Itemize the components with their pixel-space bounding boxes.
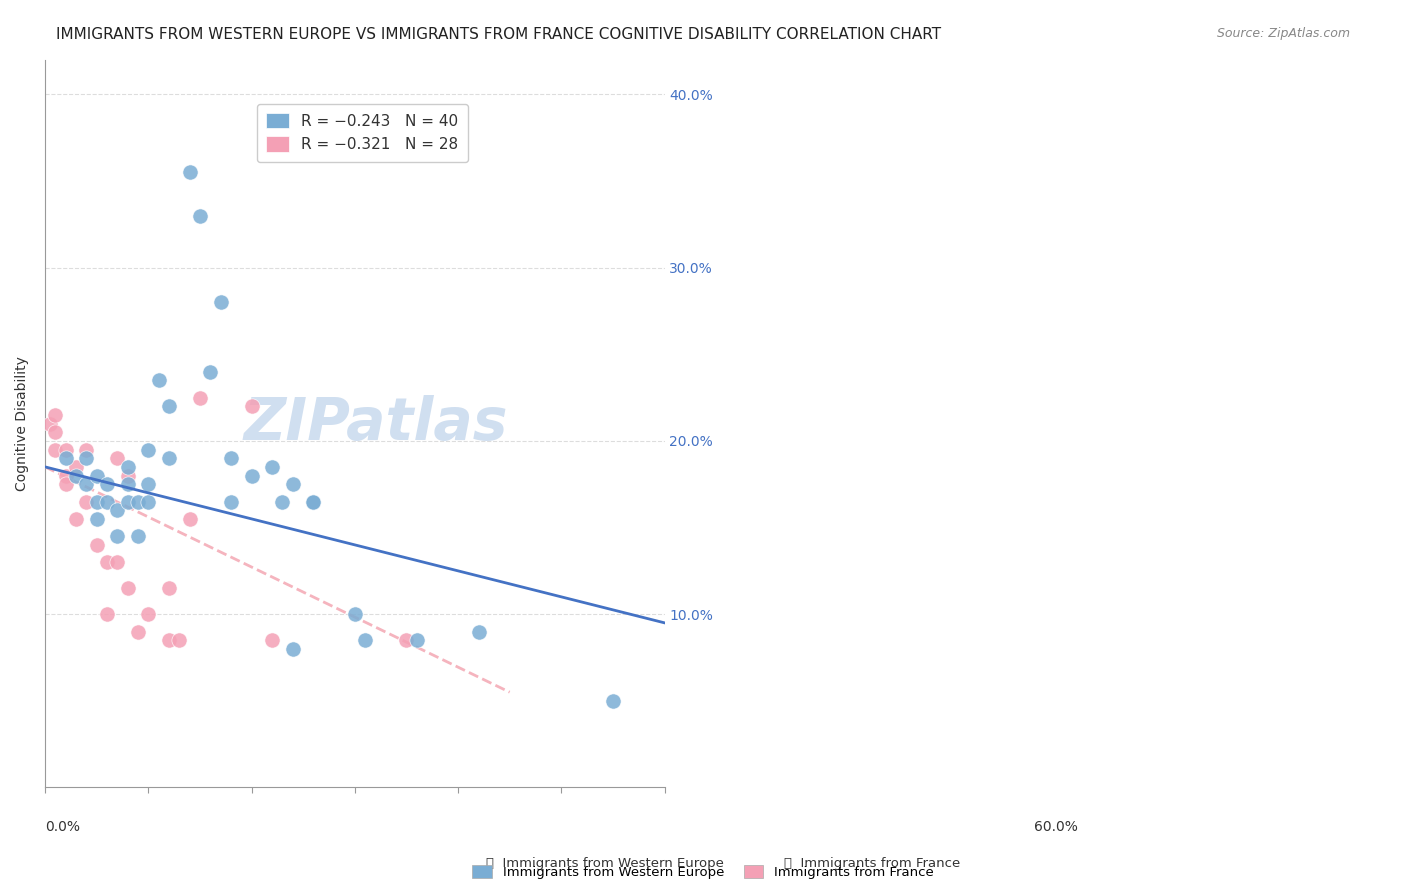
Point <box>157 451 180 466</box>
Text: IMMIGRANTS FROM WESTERN EUROPE VS IMMIGRANTS FROM FRANCE COGNITIVE DISABILITY CO: IMMIGRANTS FROM WESTERN EUROPE VS IMMIGR… <box>56 27 942 42</box>
Point <box>55 451 77 466</box>
Point <box>262 633 284 648</box>
Text: 60.0%: 60.0% <box>1033 821 1077 834</box>
Point <box>157 581 180 595</box>
Text: ⬛  Immigrants from France: ⬛ Immigrants from France <box>783 856 960 870</box>
Point <box>117 459 139 474</box>
Point <box>343 607 366 622</box>
Point <box>105 503 128 517</box>
Point <box>188 209 211 223</box>
Point <box>602 694 624 708</box>
Point <box>157 633 180 648</box>
Point <box>148 373 170 387</box>
Point <box>55 468 77 483</box>
Point <box>271 494 294 508</box>
Point <box>105 529 128 543</box>
Point <box>136 494 159 508</box>
Text: 0.0%: 0.0% <box>45 821 80 834</box>
Point <box>117 477 139 491</box>
Point <box>262 459 284 474</box>
Point <box>86 538 108 552</box>
Point <box>136 607 159 622</box>
Point <box>44 408 66 422</box>
Point <box>240 468 263 483</box>
Point <box>281 641 304 656</box>
Text: ZIPatlas: ZIPatlas <box>243 395 508 452</box>
Point <box>302 494 325 508</box>
Point <box>96 494 118 508</box>
Point <box>127 529 149 543</box>
Point <box>281 477 304 491</box>
Point <box>219 494 242 508</box>
Point <box>96 607 118 622</box>
Point <box>86 512 108 526</box>
Point <box>39 417 62 431</box>
Point <box>44 425 66 440</box>
Point <box>179 165 201 179</box>
Point <box>117 468 139 483</box>
Point <box>75 451 97 466</box>
Point <box>65 512 87 526</box>
Point <box>65 459 87 474</box>
Point <box>44 442 66 457</box>
Point <box>405 633 427 648</box>
Point <box>105 555 128 569</box>
Point <box>179 512 201 526</box>
Point <box>105 451 128 466</box>
Legend: Immigrants from Western Europe, Immigrants from France: Immigrants from Western Europe, Immigran… <box>465 858 941 886</box>
Point <box>117 494 139 508</box>
Point <box>467 624 489 639</box>
Point <box>127 494 149 508</box>
Point <box>86 468 108 483</box>
Legend: R = −0.243   N = 40, R = −0.321   N = 28: R = −0.243 N = 40, R = −0.321 N = 28 <box>257 103 468 161</box>
Point <box>188 391 211 405</box>
Point <box>65 468 87 483</box>
Point <box>75 442 97 457</box>
Point <box>117 581 139 595</box>
Point <box>136 442 159 457</box>
Text: ⬛  Immigrants from Western Europe: ⬛ Immigrants from Western Europe <box>485 856 724 870</box>
Point <box>209 295 232 310</box>
Point <box>127 624 149 639</box>
Y-axis label: Cognitive Disability: Cognitive Disability <box>15 356 30 491</box>
Point <box>75 494 97 508</box>
Point <box>96 555 118 569</box>
Point <box>240 399 263 413</box>
Point <box>86 494 108 508</box>
Point <box>200 365 222 379</box>
Point <box>354 633 377 648</box>
Point <box>136 477 159 491</box>
Text: Source: ZipAtlas.com: Source: ZipAtlas.com <box>1216 27 1350 40</box>
Point <box>302 494 325 508</box>
Point <box>157 399 180 413</box>
Point <box>219 451 242 466</box>
Point <box>75 477 97 491</box>
Point <box>55 477 77 491</box>
Point <box>167 633 190 648</box>
Point <box>55 442 77 457</box>
Point <box>395 633 418 648</box>
Point <box>96 477 118 491</box>
